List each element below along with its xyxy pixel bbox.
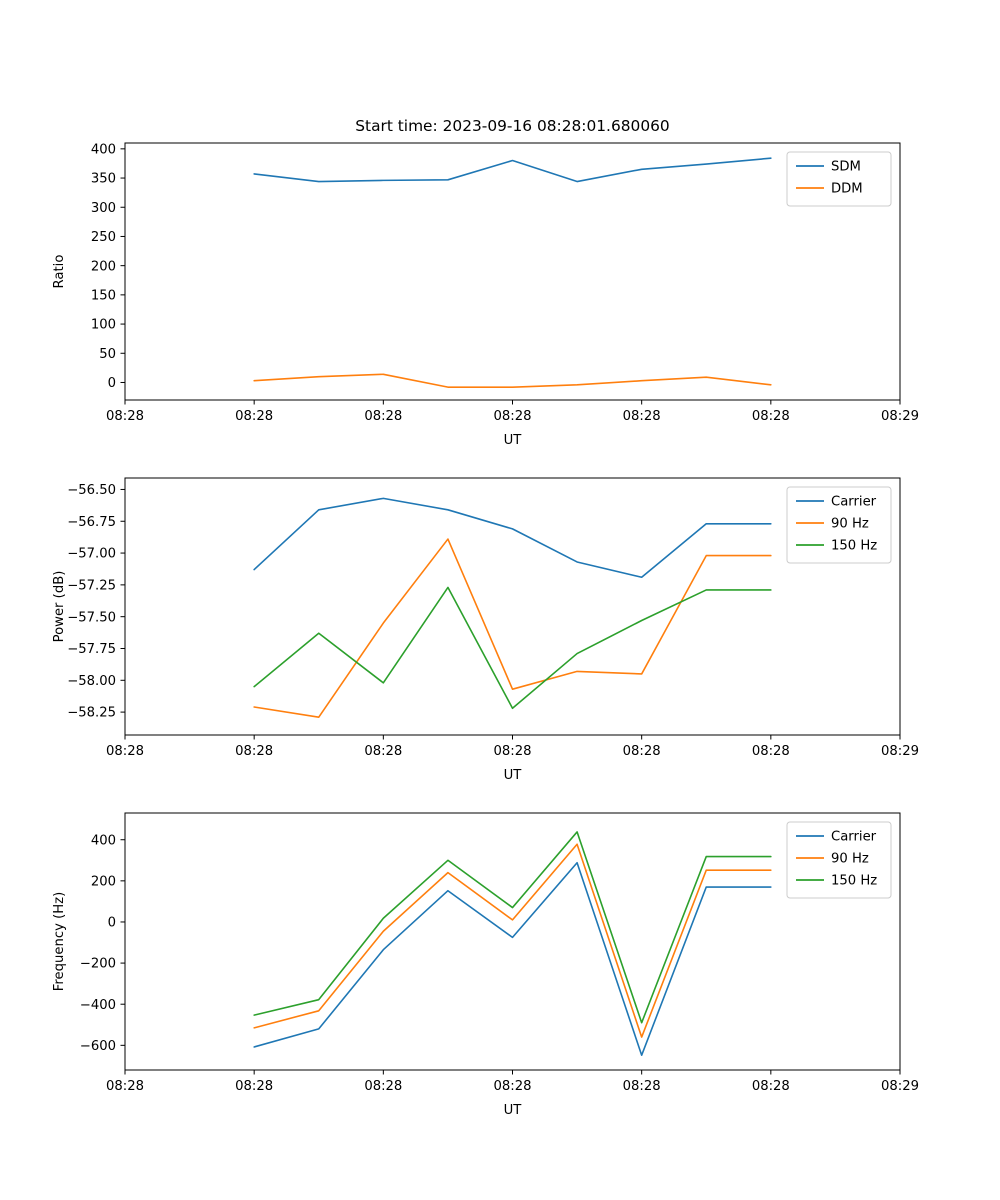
y-tick-label: 250 [91,230,116,245]
y-axis-label: Power (dB) [52,571,67,643]
y-tick-label: 50 [99,347,116,362]
series-line-sdm [253,157,772,183]
x-tick-label: 08:28 [752,744,790,759]
y-tick-label: −57.25 [67,578,116,593]
subplot-frequency: −600 −400 −200 0 200 400 08:28 08:28 08:28 08:28 0… [52,812,919,1118]
y-tick-label: 200 [91,874,116,889]
axes-frame [124,477,901,736]
y-tick-label: 300 [91,201,116,216]
x-tick-label: 08:28 [623,744,661,759]
x-tick-label: 08:28 [364,1079,402,1094]
y-axis-label: Frequency (Hz) [52,892,67,991]
y-tick-label: −200 [80,957,116,972]
y-tick-label: −400 [80,998,116,1013]
series-line-90-hz [253,843,772,1038]
x-tick-label: 08:28 [235,744,273,759]
legend-box [786,821,892,899]
y-tick-label: −56.75 [67,515,116,530]
legend-label-ddm: DDM [831,182,863,197]
legend-label-carrier: Carrier [831,495,877,510]
legend-label-150-hz: 150 Hz [831,874,877,889]
x-tick-label: 08:28 [235,409,273,424]
axes-frame [124,142,901,401]
subplot-power: −58.25 −58.00 −57.75 −57.50 −57.25 −57.00 −56.… [52,477,919,783]
x-tick-label: 08:29 [881,409,919,424]
y-tick-label: −56.50 [67,483,116,498]
x-tick-label: 08:28 [106,1079,144,1094]
x-tick-label: 08:28 [235,1079,273,1094]
legend-label-90-hz: 90 Hz [831,852,869,867]
series-line-ddm [253,373,772,388]
x-tick-label: 08:29 [881,1079,919,1094]
legend-label-carrier: Carrier [831,830,877,845]
x-tick-label: 08:28 [623,1079,661,1094]
y-tick-label: −58.25 [67,706,116,721]
x-tick-label: 08:28 [106,409,144,424]
x-tick-label: 08:29 [881,744,919,759]
series-line-150-hz [253,586,772,710]
series-line-90-hz [253,538,772,718]
y-tick-label: −600 [80,1039,116,1054]
x-tick-label: 08:28 [623,409,661,424]
y-tick-label: 0 [108,916,116,931]
x-tick-label: 08:28 [752,409,790,424]
legend-label-150-hz: 150 Hz [831,539,877,554]
x-tick-label: 08:28 [752,1079,790,1094]
axes-frame [124,812,901,1071]
y-tick-label: −58.00 [67,674,116,689]
y-tick-label: −57.50 [67,610,116,625]
y-tick-label: 400 [91,142,116,157]
series-line-150-hz [253,831,772,1024]
x-axis-label: UT [504,433,523,448]
legend-label-90-hz: 90 Hz [831,517,869,532]
y-tick-label: 350 [91,172,116,187]
plot-title: Start time: 2023-09-16 08:28:01.680060 [355,117,669,135]
x-tick-label: 08:28 [364,409,402,424]
y-tick-label: 100 [91,318,116,333]
x-axis-label: UT [504,768,523,783]
x-tick-label: 08:28 [493,744,531,759]
y-tick-label: 0 [108,376,116,391]
y-tick-label: 400 [91,833,116,848]
x-tick-label: 08:28 [364,744,402,759]
series-line-carrier [253,497,772,579]
x-tick-label: 08:28 [493,1079,531,1094]
legend-box [786,486,892,564]
x-tick-label: 08:28 [493,409,531,424]
series-line-carrier [253,861,772,1057]
y-tick-label: 200 [91,259,116,274]
y-tick-label: −57.00 [67,547,116,562]
y-tick-label: 150 [91,288,116,303]
subplot-ratio: Start time: 2023-09-16 08:28:01.680060 0 5… [52,117,919,448]
x-tick-label: 08:28 [106,744,144,759]
x-axis-label: UT [504,1103,523,1118]
y-tick-label: −57.75 [67,642,116,657]
legend-label-sdm: SDM [831,160,861,175]
y-axis-label: Ratio [52,255,67,289]
